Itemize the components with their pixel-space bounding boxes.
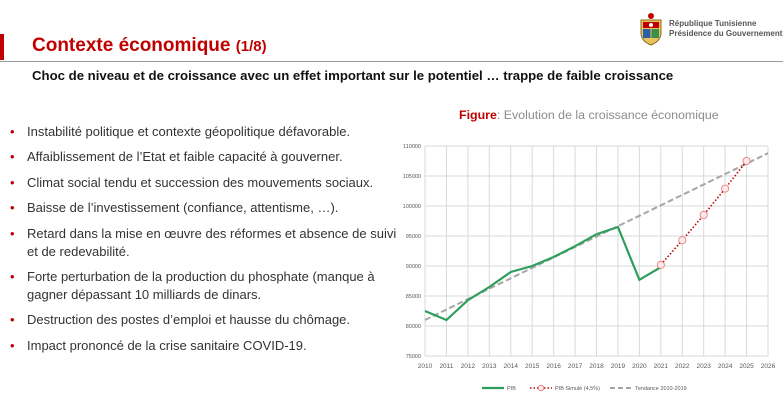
legend-label-pib: PIB — [507, 386, 516, 392]
x-tick-label: 2018 — [589, 363, 604, 370]
legend-label-tendance: Tendance 2010-2019 — [635, 386, 687, 392]
x-tick-label: 2013 — [482, 363, 497, 370]
bullet-item: • Forte perturbation de la production du … — [10, 268, 375, 302]
page-title-text: Contexte économique — [32, 35, 231, 56]
series-line-pib — [424, 225, 662, 322]
y-tick-label: 100000 — [403, 204, 421, 210]
x-tick-label: 2010 — [418, 363, 433, 370]
page-subtitle: Choc de niveau et de croissance avec un … — [32, 68, 674, 83]
logo-line-1: République Tunisienne — [669, 19, 757, 28]
tunisian-emblem-icon — [640, 13, 662, 46]
series-line-pib-simule — [660, 160, 748, 266]
x-tick-label: 2025 — [739, 363, 754, 370]
bullet-item: • Destruction des postes d’emploi et haus… — [10, 312, 351, 328]
bullet-item: • Climat social tendu et succession des m… — [10, 174, 374, 190]
x-tick-label: 2012 — [461, 363, 476, 370]
bullet-item: • Baisse de l’investissement (confiance, … — [10, 200, 339, 216]
series-point-pib-simule — [656, 260, 665, 269]
y-tick-label: 105000 — [403, 174, 421, 180]
legend-label-pib-simule: PIB Simulé (4,5%) — [555, 386, 600, 392]
bullet-item: • Impact prononcé de la crise sanitaire C… — [10, 337, 307, 353]
page-title-part: (1/8) — [235, 38, 267, 55]
x-tick-label: 2026 — [761, 363, 775, 370]
figure-caption: Figure: Evolution de la croissance écono… — [459, 108, 719, 122]
y-tick-label: 75000 — [406, 354, 421, 360]
series-point-pib-simule — [721, 184, 730, 193]
x-tick-label: 2019 — [611, 363, 626, 370]
y-tick-label: 85000 — [406, 294, 421, 300]
page-title: Contexte économique (1/8) — [32, 35, 267, 57]
x-tick-label: 2014 — [504, 363, 519, 370]
title-divider — [0, 61, 783, 62]
series-point-pib-simule — [678, 236, 687, 245]
x-tick-label: 2021 — [654, 363, 669, 370]
bullet-item: • Affaiblissement de l’Etat et faible cap… — [10, 149, 343, 165]
x-tick-label: 2023 — [696, 363, 711, 370]
logo-line-2: Présidence du Gouvernement — [669, 29, 783, 38]
y-tick-label: 90000 — [406, 264, 421, 270]
series-point-pib-simule — [742, 156, 751, 165]
figure-label: Figure — [459, 108, 497, 122]
bullet-item: • Instabilité politique et contexte géopo… — [10, 124, 351, 139]
title-accent-bar — [0, 34, 4, 60]
figure-caption-text: : Evolution de la croissance économique — [496, 108, 719, 122]
x-tick-label: 2024 — [718, 363, 733, 370]
x-tick-label: 2022 — [675, 363, 690, 370]
bullet-list: • Instabilité politique et contexte géopo… — [6, 123, 401, 362]
x-tick-label: 2017 — [568, 363, 583, 370]
legend-marker-pib-simule — [537, 384, 545, 392]
y-tick-label: 110000 — [403, 144, 421, 150]
x-tick-label: 2015 — [525, 363, 540, 370]
x-tick-label: 2016 — [546, 363, 561, 370]
y-tick-label: 80000 — [406, 324, 421, 330]
x-tick-label: 2011 — [439, 363, 453, 370]
series-point-pib-simule — [699, 211, 708, 220]
growth-chart: 75000 80000 85000 90000 95000 100000 105000 110… — [403, 144, 775, 392]
bullet-item: • Retard dans la mise en œuvre des réform… — [10, 225, 397, 259]
x-tick-label: 2020 — [632, 363, 647, 370]
government-logo: République Tunisienne Présidence du Gouv… — [638, 12, 782, 46]
y-tick-label: 95000 — [406, 234, 421, 240]
